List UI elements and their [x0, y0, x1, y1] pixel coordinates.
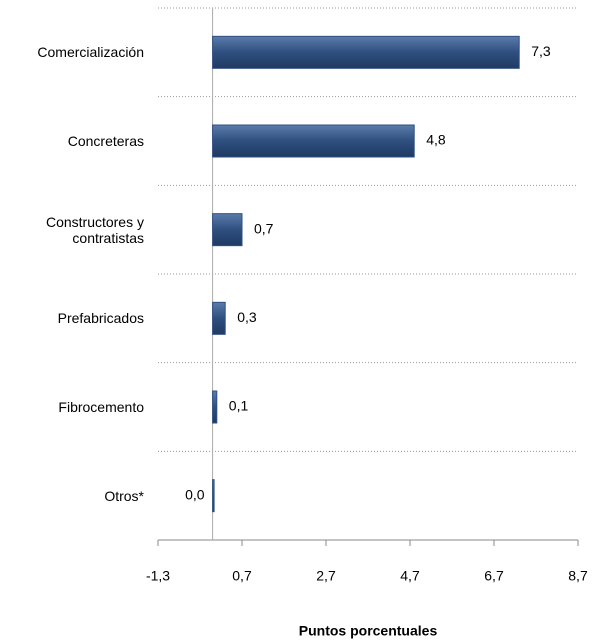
x-tick-label: 6,7: [484, 568, 504, 584]
x-tick-label: 8,7: [568, 568, 588, 584]
category-label: Prefabricados: [57, 310, 144, 327]
value-label: 0,7: [254, 220, 274, 236]
x-axis-title: Puntos porcentuales: [299, 623, 438, 639]
value-label: 0,0: [185, 486, 205, 502]
category-label: Concreteras: [67, 133, 144, 149]
bar: [212, 301, 226, 335]
x-tick-label: -1,3: [146, 568, 170, 584]
bar: [212, 124, 415, 158]
category-label: Fibrocemento: [58, 399, 144, 415]
x-tick-label: 4,7: [400, 568, 420, 584]
bar: [212, 390, 218, 424]
category-label: Comercialización: [37, 44, 144, 61]
value-label: 4,8: [426, 132, 446, 148]
x-tick-label: 2,7: [316, 568, 336, 584]
value-label: 0,1: [229, 398, 249, 414]
x-tick-label: 0,7: [232, 568, 252, 584]
bar: [212, 479, 215, 513]
bar: [212, 213, 243, 247]
value-label: 0,3: [237, 309, 257, 325]
category-label: Otros*: [104, 487, 144, 504]
category-label: Constructores y contratistas: [45, 213, 144, 246]
bar: [212, 35, 520, 69]
value-label: 7,3: [531, 43, 551, 59]
